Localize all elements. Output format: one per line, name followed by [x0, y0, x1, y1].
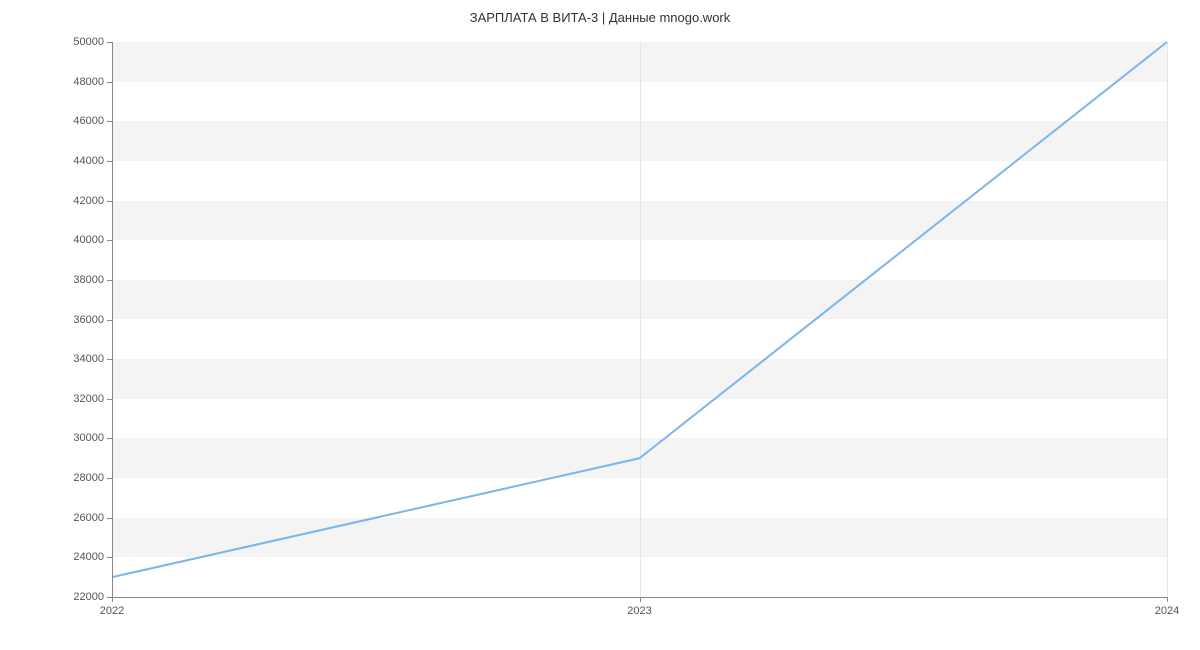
y-tick-mark	[107, 82, 112, 83]
series-line	[112, 42, 1167, 577]
y-tick-label: 44000	[73, 155, 104, 167]
y-tick-mark	[107, 399, 112, 400]
x-tick-mark	[112, 597, 113, 602]
y-tick-mark	[107, 557, 112, 558]
y-tick-label: 22000	[73, 591, 104, 603]
y-tick-label: 36000	[73, 314, 104, 326]
y-tick-mark	[107, 320, 112, 321]
x-tick-label: 2023	[627, 605, 651, 617]
y-tick-label: 38000	[73, 274, 104, 286]
y-tick-label: 34000	[73, 353, 104, 365]
y-tick-mark	[107, 478, 112, 479]
y-tick-label: 48000	[73, 76, 104, 88]
y-tick-label: 30000	[73, 432, 104, 444]
x-tick-mark	[640, 597, 641, 602]
line-series	[112, 42, 1167, 597]
x-tick-label: 2024	[1155, 605, 1179, 617]
plot-area: 2200024000260002800030000320003400036000…	[112, 42, 1167, 597]
y-tick-label: 46000	[73, 115, 104, 127]
y-tick-mark	[107, 280, 112, 281]
y-tick-label: 42000	[73, 195, 104, 207]
y-tick-label: 32000	[73, 393, 104, 405]
y-tick-mark	[107, 161, 112, 162]
y-tick-mark	[107, 359, 112, 360]
y-tick-mark	[107, 240, 112, 241]
x-gridline	[1167, 42, 1168, 597]
x-tick-label: 2022	[100, 605, 124, 617]
y-tick-mark	[107, 518, 112, 519]
y-tick-label: 40000	[73, 234, 104, 246]
y-tick-mark	[107, 121, 112, 122]
chart-title: ЗАРПЛАТА В ВИТА-3 | Данные mnogo.work	[0, 10, 1200, 25]
x-tick-mark	[1167, 597, 1168, 602]
y-tick-mark	[107, 42, 112, 43]
y-axis	[112, 42, 113, 597]
y-tick-label: 26000	[73, 512, 104, 524]
y-tick-mark	[107, 438, 112, 439]
y-tick-mark	[107, 201, 112, 202]
y-tick-label: 50000	[73, 36, 104, 48]
y-tick-label: 28000	[73, 472, 104, 484]
y-tick-label: 24000	[73, 551, 104, 563]
